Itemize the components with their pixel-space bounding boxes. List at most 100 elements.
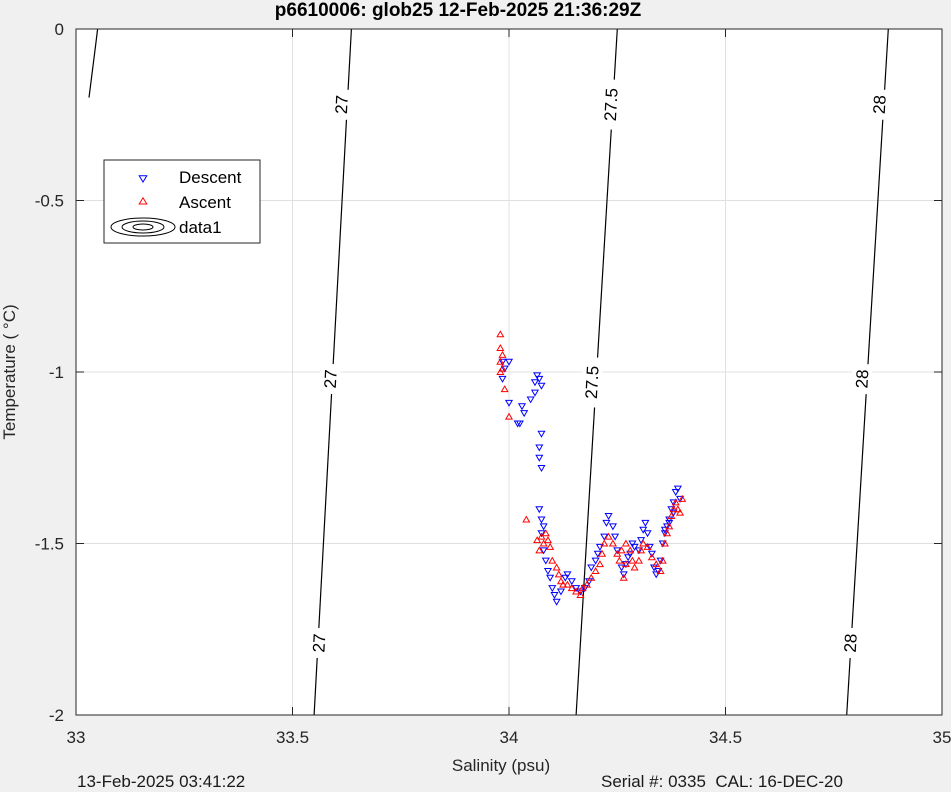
contour-line (88, 28, 99, 98)
ascent-point (498, 350, 507, 358)
descent-point (636, 537, 646, 545)
descent-point (550, 591, 559, 599)
ascent-point (541, 529, 550, 537)
descent-point (526, 396, 535, 404)
descent-point (647, 550, 656, 558)
data-points (496, 330, 687, 606)
descent-point (619, 571, 628, 579)
x-axis-label: Salinity (psu) (452, 756, 550, 775)
ascent-point (576, 590, 585, 598)
contour-label-bg (839, 627, 861, 659)
axis-ticks: 33 33.5 34 34.5 35 0 -0.5 -1 -1.5 -2 (35, 20, 951, 747)
descent-point (561, 574, 570, 582)
descent-point (498, 375, 507, 383)
descent-point (548, 585, 557, 593)
ascent-point (613, 549, 622, 557)
ascent-point (591, 566, 600, 574)
ascent-point (634, 556, 643, 564)
descent-point (660, 526, 669, 534)
ascent-point (636, 546, 646, 554)
descent-point (535, 375, 544, 383)
ascent-point (537, 532, 546, 540)
contour-label-bg (308, 627, 330, 659)
descent-point (556, 588, 566, 596)
ascent-point (496, 357, 505, 365)
descent-point (543, 567, 553, 575)
y-tick-label: 0 (55, 20, 64, 39)
contour-label: 27.5 (599, 79, 623, 130)
ascent-point (572, 587, 581, 595)
contour-label: 27.5 (580, 356, 603, 408)
y-tick-label: -0.5 (35, 192, 64, 211)
descent-point (541, 557, 550, 565)
ascent-point (548, 556, 557, 564)
ascent-point (498, 364, 507, 372)
descent-point (660, 530, 669, 538)
descent-point (671, 489, 680, 497)
legend-ascent-label: Ascent (179, 193, 231, 212)
contour-label: 28 (851, 363, 873, 395)
ascent-point (600, 539, 609, 547)
contour-label-text: 27.5 (601, 88, 622, 122)
x-tick-label: 33 (67, 728, 86, 747)
y-axis-label: Temperature ( °C) (0, 304, 19, 439)
ascent-point (587, 573, 596, 581)
legend-box (103, 159, 261, 244)
descent-point (539, 523, 548, 531)
ascent-point (504, 412, 514, 420)
ascent-point (552, 563, 561, 571)
descent-point (643, 530, 652, 538)
ascent-point (543, 536, 553, 544)
ascent-point (678, 494, 687, 502)
ascent-point (628, 556, 637, 564)
chart-title: p6610006: glob25 12-Feb-2025 21:36:29Z (275, 0, 642, 21)
contour-labels: 27 27 27 27.5 27.5 28 28 28 (308, 79, 890, 659)
descent-point (608, 523, 617, 531)
descent-point (595, 543, 604, 551)
descent-point (673, 485, 682, 493)
contour-label-text: 27 (321, 369, 341, 389)
ascent-point (630, 563, 639, 571)
descent-point (537, 382, 546, 390)
descent-point (591, 557, 600, 565)
ascent-point (567, 584, 576, 592)
ascent-point (621, 560, 630, 568)
descent-point (567, 578, 576, 586)
ascent-point (647, 553, 656, 561)
y-tick-label: -1.5 (35, 535, 64, 554)
ascent-point (671, 498, 680, 506)
contour-label-text: 27.5 (582, 365, 603, 399)
descent-point (530, 389, 540, 397)
descent-point (604, 513, 613, 521)
contour-label-text: 28 (870, 95, 890, 115)
descent-point (675, 495, 685, 503)
ascent-point (563, 580, 572, 588)
ascent-point (595, 560, 604, 568)
descent-point (539, 547, 548, 555)
ascent-point (643, 542, 652, 550)
contour-label: 27 (330, 88, 353, 121)
contour-label-bg (330, 88, 353, 121)
contour-label-bg (580, 356, 603, 408)
descent-point (515, 420, 524, 428)
ascent-point (626, 546, 635, 554)
descent-point (535, 444, 544, 452)
ascent-point (598, 549, 607, 557)
ascent-point (535, 546, 544, 554)
descent-point (613, 547, 622, 555)
ascent-point (665, 522, 674, 530)
contour-label: 28 (868, 88, 890, 121)
descent-point (563, 571, 572, 579)
footer-serial: Serial #: 0335 CAL: 16-DEC-20 (601, 772, 843, 791)
contour-label-bg (851, 363, 873, 395)
footer-timestamp: 13-Feb-2025 03:41:22 (77, 772, 246, 791)
descent-point (669, 509, 678, 517)
ascent-point (639, 539, 648, 547)
descent-point (572, 585, 581, 593)
descent-point (504, 358, 514, 366)
ascent-point (658, 556, 667, 564)
legend-ascent-marker (138, 196, 148, 205)
descent-point (654, 567, 663, 575)
descent-point (552, 598, 561, 606)
